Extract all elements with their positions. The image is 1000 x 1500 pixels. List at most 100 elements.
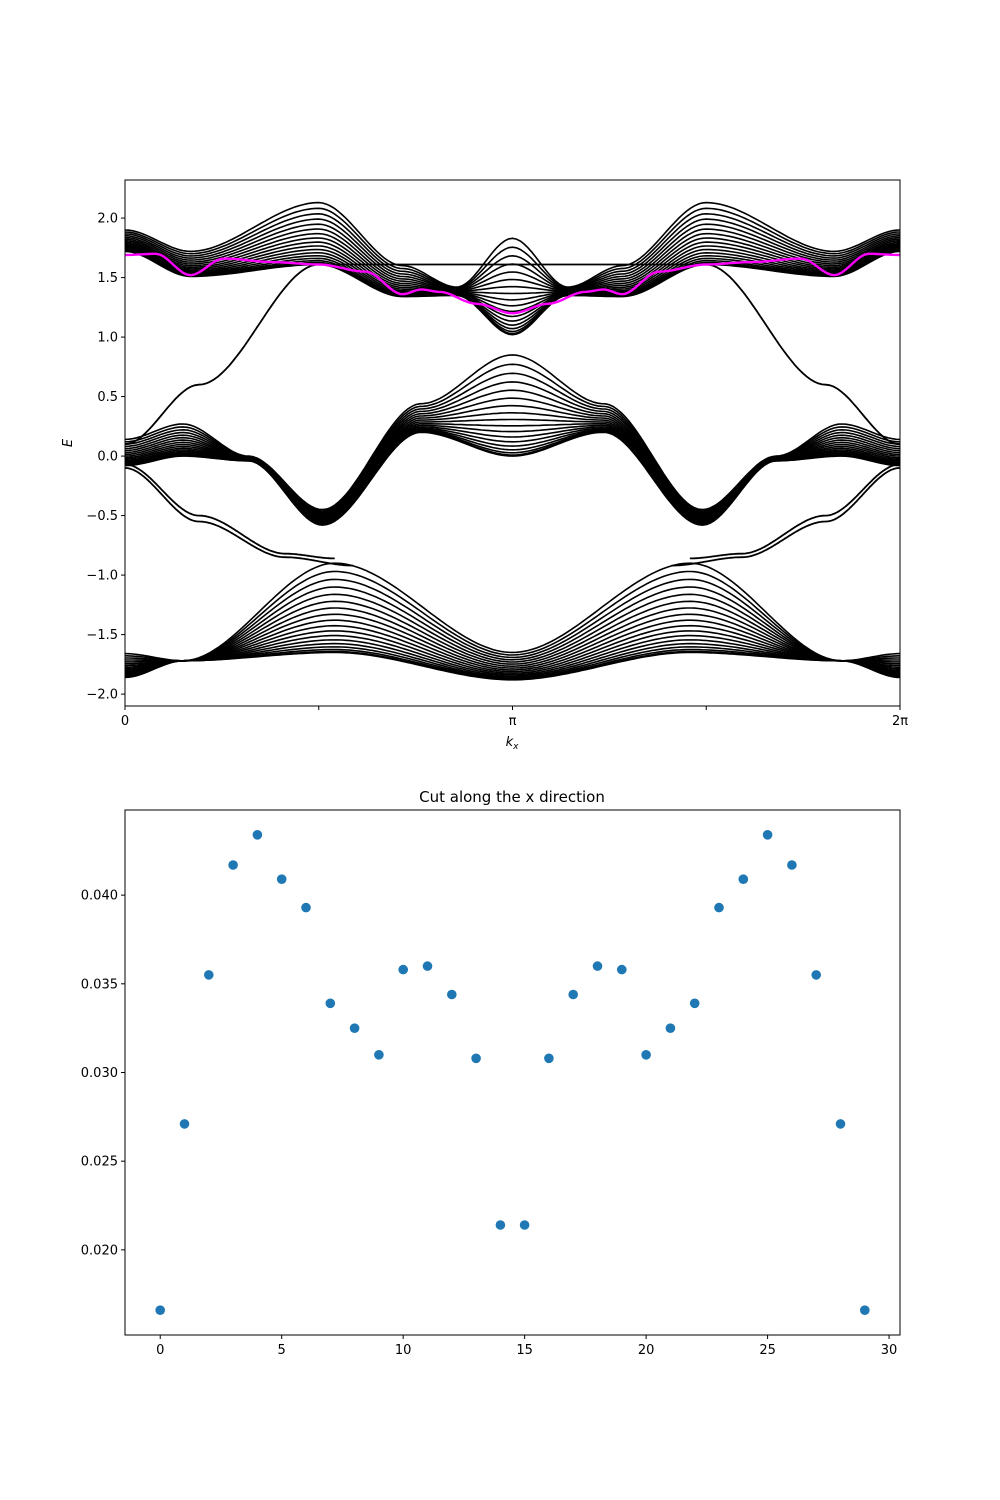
- scatter-point: [471, 1053, 481, 1064]
- band-y-tick-label: 1.0: [97, 331, 118, 346]
- band-line-lower-3: [125, 646, 900, 679]
- scatter-point: [422, 961, 433, 971]
- band-line-lower-13: [125, 593, 900, 663]
- scatter-y-tick-label: 0.020: [81, 1243, 118, 1258]
- band-y-tick-label: 0.0: [97, 450, 118, 465]
- band-y-tick-label: −0.5: [86, 509, 118, 524]
- band-line-upper-8: [125, 244, 900, 307]
- band-line-lower-16: [125, 570, 900, 662]
- band-line-upper-6: [125, 246, 900, 318]
- band-line-upper-10: [125, 237, 900, 295]
- scatter-axis-ticks: 0.020 0.025 0.030 0.035 0.040 0 5 10 15 20 25 30: [81, 889, 898, 1358]
- scatter-x-tick-label: 25: [759, 1343, 776, 1358]
- band-line-upper-4: [125, 248, 900, 327]
- band-line-lower-9: [125, 619, 900, 671]
- scatter-point: [179, 1119, 190, 1129]
- scatter-title: Cut along the x direction: [419, 788, 605, 806]
- highlighted-band-line: [125, 252, 900, 315]
- scatter-x-tick-label: 10: [395, 1343, 412, 1358]
- scatter-point: [398, 964, 409, 975]
- scatter-point: [738, 874, 749, 884]
- band-line-upper-1: [125, 250, 900, 335]
- band-line-lower-12: [125, 600, 900, 665]
- band-y-tick-label: −1.0: [86, 569, 118, 584]
- scatter-point: [349, 1023, 360, 1033]
- scatter-point: [495, 1220, 506, 1230]
- scatter-point: [276, 874, 287, 884]
- scatter-x-tick-label: 20: [638, 1343, 655, 1358]
- scatter-point: [252, 830, 263, 840]
- band-xlabel-main: k: [506, 735, 514, 750]
- band-y-tick-label: 1.5: [97, 271, 118, 286]
- scatter-y-tick-label: 0.040: [81, 889, 118, 904]
- band-line-lower-6: [125, 634, 900, 676]
- scatter-point: [641, 1050, 651, 1060]
- band-axis-ticks: −2.0 −1.5 −1.0 −0.5 0.0 0.5 1.0 1.5 2.0 0 π 2π: [86, 212, 908, 729]
- band-line-upper-16: [125, 207, 900, 289]
- scatter-point: [325, 998, 336, 1009]
- band-line-upper-17: [125, 201, 900, 288]
- scatter-y-tick-label: 0.030: [81, 1066, 118, 1081]
- edge-state-line-0: [125, 263, 900, 446]
- band-line-lower-15: [125, 578, 900, 662]
- cut-scatter-plot: Cut along the x direction 0.020 0.025 0.03…: [81, 788, 901, 1358]
- scatter-x-tick-label: 0: [156, 1343, 164, 1358]
- band-x-tick-label: 2π: [892, 714, 908, 729]
- band-y-tick-label: 2.0: [97, 212, 118, 227]
- scatter-point: [204, 970, 214, 980]
- band-lines: [125, 201, 900, 681]
- band-line-upper-11: [125, 232, 900, 293]
- band-x-tick-label: π: [509, 714, 517, 729]
- band-line-upper-15: [125, 212, 900, 290]
- edge-state-line-4: [671, 467, 900, 567]
- scatter-point: [714, 902, 724, 913]
- scatter-point: [617, 964, 627, 975]
- scatter-point: [762, 830, 773, 840]
- band-line-upper-13: [125, 223, 900, 291]
- band-line-lower-4: [125, 642, 900, 678]
- scatter-point: [374, 1050, 384, 1060]
- band-ylabel: E: [61, 438, 76, 447]
- edge-state-line-2: [125, 467, 354, 567]
- band-line-upper-9: [125, 241, 900, 301]
- band-line-upper-5: [125, 247, 900, 322]
- scatter-point: [787, 860, 797, 870]
- band-structure-plot: −2.0 −1.5 −1.0 −0.5 0.0 0.5 1.0 1.5 2.0 0 π 2π kx E: [61, 179, 908, 752]
- scatter-point: [568, 989, 578, 1000]
- band-line-middle-17: [125, 354, 900, 511]
- scatter-plot-frame: [124, 809, 901, 1336]
- band-x-tick-label: 0: [121, 714, 129, 729]
- band-xlabel-sub: x: [512, 742, 519, 752]
- scatter-x-tick-label: 5: [278, 1343, 286, 1358]
- band-line-lower-5: [125, 639, 900, 677]
- scatter-point: [860, 1305, 870, 1315]
- band-y-tick-label: −2.0: [86, 688, 118, 703]
- scatter-x-tick-label: 30: [881, 1343, 898, 1358]
- scatter-point: [519, 1220, 530, 1230]
- band-line-lower-14: [125, 586, 900, 662]
- band-line-lower-17: [125, 562, 900, 662]
- scatter-point: [665, 1023, 676, 1033]
- band-line-upper-2: [125, 249, 900, 333]
- band-xlabel: kx: [506, 735, 520, 752]
- scatter-point: [544, 1053, 554, 1064]
- band-line-lower-11: [125, 607, 900, 668]
- band-line-lower-7: [125, 630, 900, 675]
- scatter-point: [155, 1305, 165, 1315]
- scatter-point: [592, 961, 603, 971]
- band-y-tick-label: −1.5: [86, 628, 118, 643]
- edge-state-line-1: [125, 463, 335, 560]
- scatter-y-tick-label: 0.025: [81, 1155, 118, 1170]
- scatter-point: [689, 998, 700, 1009]
- band-plot-frame: [124, 179, 901, 707]
- scatter-x-tick-label: 15: [516, 1343, 533, 1358]
- band-line-lower-8: [125, 624, 900, 673]
- scatter-point: [447, 989, 457, 1000]
- band-line-upper-12: [125, 228, 900, 292]
- scatter-point: [811, 970, 821, 980]
- band-line-lower-2: [125, 648, 900, 680]
- scatter-point: [301, 902, 311, 913]
- band-y-tick-label: 0.5: [97, 390, 118, 405]
- band-line-upper-3: [125, 249, 900, 330]
